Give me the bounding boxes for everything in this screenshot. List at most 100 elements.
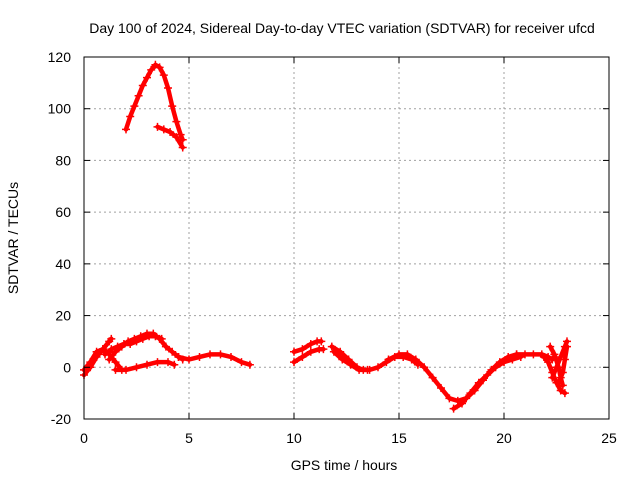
series-arc-mid-6 — [451, 354, 524, 411]
data-point-marker — [428, 373, 437, 382]
data-point-marker — [554, 378, 563, 387]
data-point-marker — [147, 65, 156, 74]
data-point-marker — [143, 73, 151, 82]
data-point-marker — [122, 125, 130, 134]
data-point-marker — [176, 130, 185, 139]
data-point-marker — [411, 355, 420, 364]
data-point-marker — [363, 365, 372, 374]
data-point-marker — [151, 332, 160, 341]
data-point-marker — [327, 342, 336, 351]
data-point-marker — [159, 125, 168, 134]
y-tick-label: 20 — [55, 308, 71, 324]
data-point-marker — [166, 127, 175, 136]
x-tick-label: 5 — [185, 430, 193, 446]
data-point-marker — [558, 368, 567, 377]
data-point-marker — [548, 373, 557, 382]
series-arc-end-4 — [556, 344, 570, 386]
data-point-marker — [319, 345, 328, 354]
data-point-marker — [445, 394, 454, 403]
x-tick-label: 25 — [601, 430, 617, 446]
data-point-marker — [539, 352, 548, 361]
data-point-marker — [132, 363, 141, 372]
data-point-marker — [521, 350, 529, 359]
data-point-marker — [556, 386, 565, 395]
data-point-marker — [178, 143, 187, 152]
data-point-marker — [552, 363, 561, 372]
data-point-marker — [458, 399, 466, 408]
data-point-marker — [153, 358, 162, 367]
series-markers-arc-high-2 — [153, 122, 187, 152]
data-point-marker — [122, 365, 130, 374]
data-point-marker — [245, 360, 254, 369]
data-point-marker — [558, 381, 567, 390]
data-point-marker — [329, 347, 338, 356]
data-point-marker — [563, 342, 571, 351]
y-tick-label: 60 — [55, 204, 71, 220]
data-point-marker — [306, 340, 315, 349]
x-tick-label: 0 — [80, 430, 88, 446]
y-tick-labels: -20 0 20 40 60 80 100 120 — [48, 49, 72, 427]
x-tick-label: 15 — [391, 430, 407, 446]
axis-ticks — [83, 56, 610, 420]
data-point-marker — [290, 358, 298, 367]
data-point-marker — [185, 355, 193, 364]
y-tick-label: -20 — [51, 411, 71, 427]
data-point-marker — [159, 71, 168, 80]
data-point-marker — [195, 352, 204, 361]
plot-frame — [83, 56, 610, 420]
data-point-marker — [306, 347, 315, 356]
data-point-marker — [491, 363, 500, 372]
data-point-marker — [437, 383, 445, 392]
x-axis-label: GPS time / hours — [291, 457, 398, 473]
data-point-marker — [143, 360, 151, 369]
data-point-marker — [92, 347, 101, 356]
data-point-marker — [153, 122, 162, 131]
series-markers-arc-mid-2 — [290, 345, 328, 367]
data-point-marker — [107, 345, 116, 354]
data-point-marker — [346, 360, 355, 369]
data-point-marker — [449, 404, 458, 413]
data-point-marker — [126, 340, 135, 349]
x-tick-labels: 0 5 10 15 20 25 — [80, 430, 617, 446]
x-tick-label: 10 — [286, 430, 302, 446]
series-markers-arc-end-4 — [554, 342, 571, 387]
series-markers-arc-mid-1 — [290, 337, 326, 356]
data-point-marker — [374, 363, 382, 372]
data-point-marker — [474, 378, 483, 387]
data-point-marker — [134, 91, 143, 100]
data-point-marker — [560, 389, 569, 398]
data-point-marker — [105, 355, 114, 364]
y-tick-label: 120 — [48, 49, 72, 65]
data-point-marker — [111, 365, 120, 374]
data-point-marker — [168, 102, 177, 111]
data-point-marker — [172, 133, 181, 142]
series-markers-arc-mid-6 — [449, 352, 525, 413]
data-point-marker — [420, 363, 429, 372]
data-point-marker — [338, 355, 347, 364]
data-point-marker — [107, 334, 116, 343]
data-point-marker — [130, 102, 139, 111]
data-point-marker — [111, 358, 120, 367]
data-point-marker — [483, 371, 492, 380]
data-point-marker — [500, 358, 508, 367]
data-point-marker — [508, 355, 517, 364]
data-point-marker — [512, 350, 521, 359]
data-point-marker — [216, 350, 225, 359]
data-point-marker — [126, 112, 135, 121]
data-point-marker — [355, 365, 364, 374]
data-point-marker — [168, 347, 177, 356]
y-tick-label: 40 — [55, 256, 71, 272]
data-point-marker — [113, 342, 122, 351]
data-point-marker — [101, 350, 109, 359]
data-point-marker — [298, 345, 307, 354]
data-point-marker — [98, 345, 107, 354]
series-markers-arc-low-6 — [174, 350, 254, 369]
series-markers-arc-mid-4 — [329, 347, 372, 374]
data-point-marker — [395, 350, 403, 359]
series-markers-arc-low-4 — [101, 332, 166, 359]
data-point-marker — [161, 342, 170, 351]
y-tick-label: 100 — [48, 101, 72, 117]
data-point-marker — [164, 84, 172, 93]
data-point-marker — [155, 63, 164, 72]
